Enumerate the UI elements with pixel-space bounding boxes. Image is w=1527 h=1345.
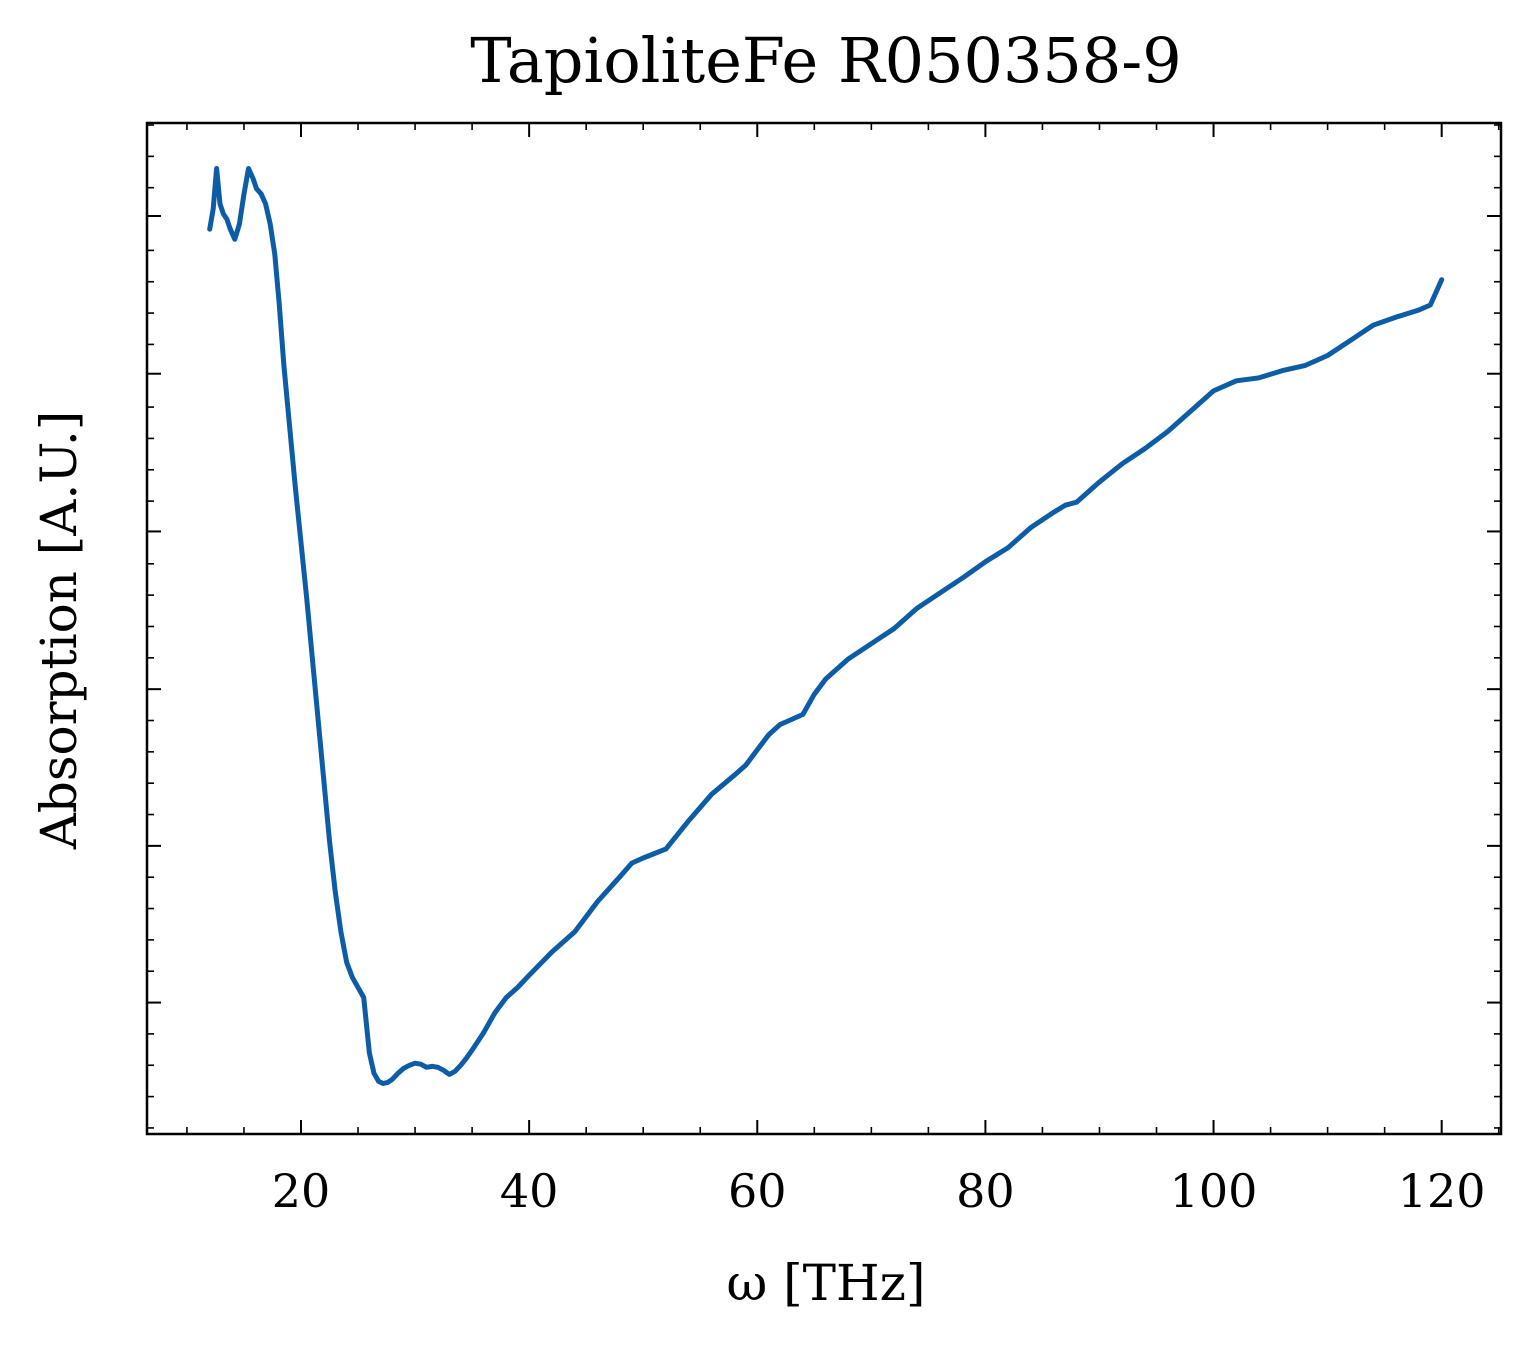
x-tick-label: 120: [1398, 1164, 1486, 1218]
y-axis-label: Absorption [A.U.]: [30, 411, 88, 851]
plot-frame: [145, 121, 1503, 1136]
x-tick-label: 100: [1170, 1164, 1258, 1218]
x-tick-label: 80: [956, 1164, 1015, 1218]
x-tick-label: 60: [728, 1164, 787, 1218]
x-tick-label: 20: [272, 1164, 331, 1218]
x-axis-label: ω [THz]: [727, 1254, 926, 1312]
chart-title: TapioliteFe R050358-9: [470, 24, 1181, 97]
series-line-0: [207, 166, 1445, 1086]
axis-ticks: 20 40 60 80 100 120: [147, 123, 1501, 1218]
series-layer: [207, 166, 1445, 1086]
x-tick-label: 40: [500, 1164, 559, 1218]
